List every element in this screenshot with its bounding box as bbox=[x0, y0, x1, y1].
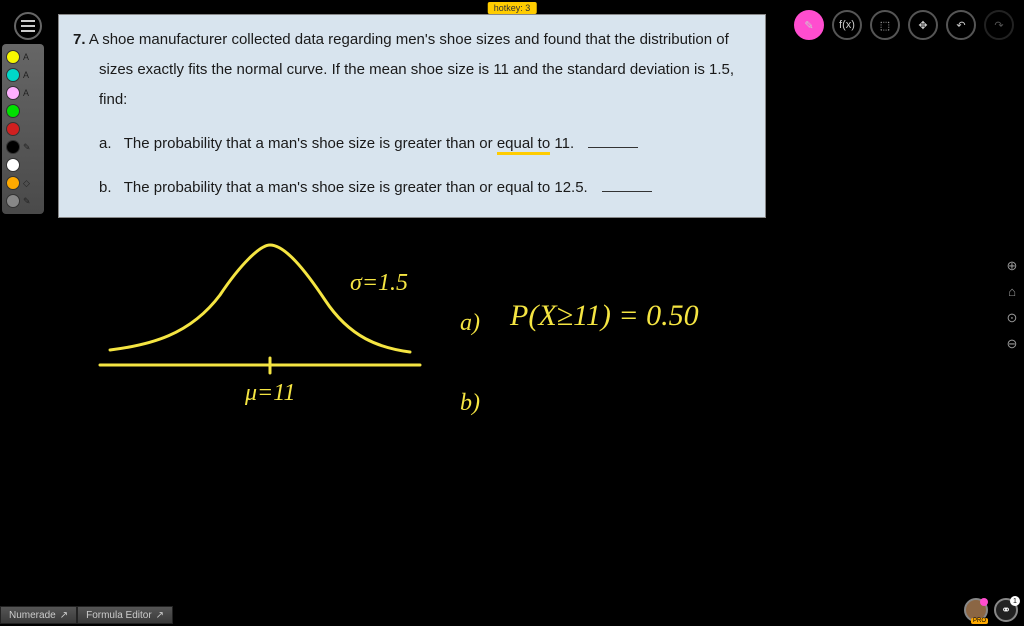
mu-label: μ=11 bbox=[244, 380, 295, 406]
fx-tool-button[interactable]: f(x) bbox=[832, 10, 862, 40]
palette-row[interactable]: ◇ bbox=[4, 175, 42, 191]
palette-row[interactable] bbox=[4, 121, 42, 137]
bottom-tab-formula[interactable]: Formula Editor ↗ bbox=[77, 606, 173, 624]
part-label: a. bbox=[99, 135, 112, 152]
palette-label: ✎ bbox=[23, 142, 31, 153]
tab-label: Numerade bbox=[9, 610, 56, 621]
answer-b-label: b) bbox=[460, 390, 480, 416]
expand-icon: ↗ bbox=[156, 610, 164, 621]
answer-a-equation: P(X≥11) = 0.50 bbox=[509, 299, 699, 332]
answer-blank bbox=[602, 191, 652, 192]
question-text: sizes exactly fits the normal curve. If … bbox=[99, 61, 734, 78]
undo-icon: ↶ bbox=[956, 19, 965, 32]
zoom-in-icon[interactable]: ⊕ bbox=[1004, 258, 1020, 274]
redo-button[interactable]: ↷ bbox=[984, 10, 1014, 40]
palette-label: ✎ bbox=[23, 196, 31, 207]
target-icon[interactable]: ⊙ bbox=[1004, 310, 1020, 326]
palette-row[interactable]: A bbox=[4, 67, 42, 83]
question-part-a: a. The probability that a man's shoe siz… bbox=[99, 129, 751, 159]
sigma-label: σ=1.5 bbox=[350, 270, 408, 296]
group-avatar[interactable]: ⚭ 1 bbox=[994, 598, 1018, 622]
pencil-icon: ✎ bbox=[804, 19, 813, 32]
group-icon: ⚭ bbox=[1001, 603, 1011, 617]
color-swatch[interactable] bbox=[6, 104, 20, 118]
color-swatch[interactable] bbox=[6, 194, 20, 208]
bottom-bar: Numerade ↗ Formula Editor ↗ bbox=[0, 604, 1024, 626]
question-intro: 7. A shoe manufacturer collected data re… bbox=[73, 25, 751, 115]
select-icon: ⬚ bbox=[880, 19, 890, 32]
group-count: 1 bbox=[1010, 596, 1020, 606]
palette-label: A bbox=[23, 52, 29, 62]
select-tool-button[interactable]: ⬚ bbox=[870, 10, 900, 40]
bottom-tab-numerade[interactable]: Numerade ↗ bbox=[0, 606, 77, 624]
top-toolbar: ✎ f(x) ⬚ ✥ ↶ ↷ bbox=[794, 10, 1014, 40]
right-nav: ⊕ ⌂ ⊙ ⊖ bbox=[1004, 258, 1020, 352]
color-swatch[interactable] bbox=[6, 86, 20, 100]
palette-label: A bbox=[23, 70, 29, 80]
user-avatar[interactable]: PRO bbox=[964, 598, 988, 622]
color-swatch[interactable] bbox=[6, 140, 20, 154]
redo-icon: ↷ bbox=[994, 19, 1003, 32]
move-icon: ✥ bbox=[918, 19, 927, 32]
color-palette: A A A ✎ ◇ ✎ bbox=[2, 44, 44, 214]
answer-a-label: a) bbox=[460, 310, 480, 336]
color-swatch[interactable] bbox=[6, 50, 20, 64]
palette-label: A bbox=[23, 88, 29, 98]
move-tool-button[interactable]: ✥ bbox=[908, 10, 938, 40]
home-icon[interactable]: ⌂ bbox=[1004, 284, 1020, 300]
palette-row[interactable] bbox=[4, 103, 42, 119]
palette-row[interactable]: ✎ bbox=[4, 139, 42, 155]
question-text: A shoe manufacturer collected data regar… bbox=[89, 31, 729, 48]
color-swatch[interactable] bbox=[6, 176, 20, 190]
undo-button[interactable]: ↶ bbox=[946, 10, 976, 40]
question-number: 7. bbox=[73, 31, 86, 48]
tab-label: Formula Editor bbox=[86, 610, 152, 621]
question-text: find: bbox=[99, 91, 127, 108]
hotkey-label: hotkey: 3 bbox=[488, 2, 537, 14]
highlighted-text: equal to bbox=[497, 135, 550, 155]
palette-row[interactable] bbox=[4, 157, 42, 173]
palette-row[interactable]: A bbox=[4, 49, 42, 65]
question-panel: 7. A shoe manufacturer collected data re… bbox=[58, 14, 766, 218]
answer-blank bbox=[588, 147, 638, 148]
color-swatch[interactable] bbox=[6, 122, 20, 136]
menu-button[interactable] bbox=[14, 12, 42, 40]
part-text: 11. bbox=[550, 135, 574, 152]
zoom-out-icon[interactable]: ⊖ bbox=[1004, 336, 1020, 352]
handwriting-canvas: σ=1.5 μ=11 a) P(X≥11) = 0.50 b) bbox=[90, 240, 890, 460]
status-dot-icon bbox=[980, 598, 988, 606]
part-label: b. bbox=[99, 179, 112, 196]
color-swatch[interactable] bbox=[6, 68, 20, 82]
avatar-group: PRO ⚭ 1 bbox=[964, 598, 1018, 622]
color-swatch[interactable] bbox=[6, 158, 20, 172]
part-text: The probability that a man's shoe size i… bbox=[124, 179, 588, 196]
pencil-tool-button[interactable]: ✎ bbox=[794, 10, 824, 40]
part-text: The probability that a man's shoe size i… bbox=[124, 135, 497, 152]
palette-row[interactable]: ✎ bbox=[4, 193, 42, 209]
question-part-b: b. The probability that a man's shoe siz… bbox=[99, 173, 751, 203]
fx-icon: f(x) bbox=[839, 19, 855, 31]
pro-badge: PRO bbox=[971, 618, 988, 624]
palette-label: ◇ bbox=[23, 178, 30, 189]
expand-icon: ↗ bbox=[60, 610, 68, 621]
palette-row[interactable]: A bbox=[4, 85, 42, 101]
